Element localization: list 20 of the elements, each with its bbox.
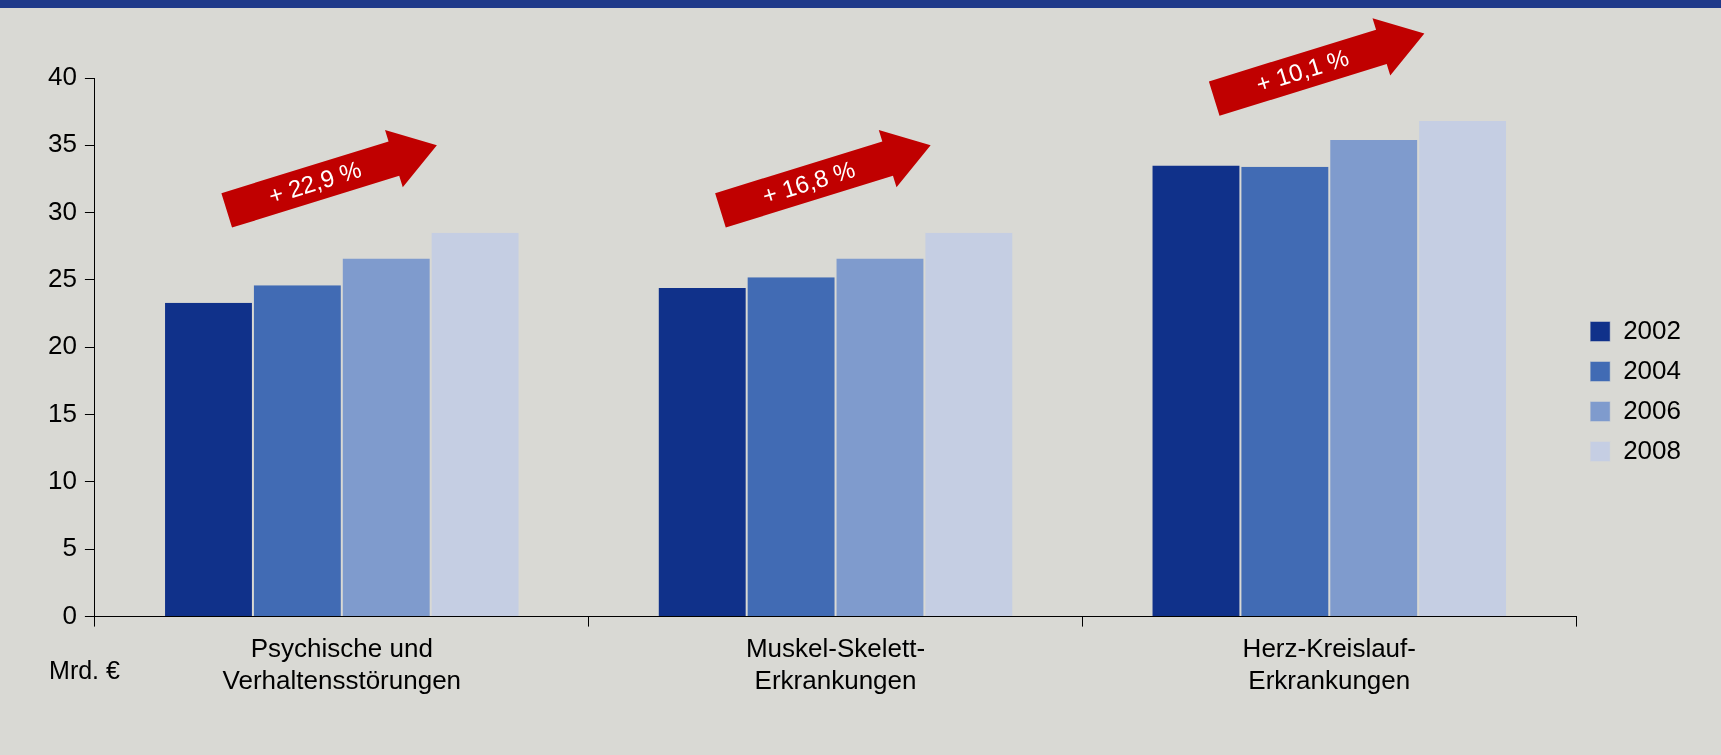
annotation: + 10,1 % <box>1252 43 1352 98</box>
annotation: + 22,9 % <box>265 155 365 210</box>
y-tick-label: 5 <box>62 532 77 563</box>
legend-label: 2008 <box>1623 434 1681 465</box>
x-tick-label: Herz-Kreislauf-Erkrankungen <box>1242 633 1416 695</box>
y-tick-label: 20 <box>48 330 77 361</box>
legend-label: 2006 <box>1623 394 1681 425</box>
x-tick-label: Muskel-Skelett-Erkrankungen <box>745 633 926 695</box>
legend-label: 2002 <box>1623 314 1681 345</box>
y-tick-label: 30 <box>48 195 77 226</box>
y-tick-label: 10 <box>48 465 77 496</box>
y-axis-title: Mrd. € <box>49 656 121 685</box>
y-tick-label: 40 <box>48 61 77 92</box>
y-tick-label: 35 <box>48 128 77 159</box>
legend-label: 2004 <box>1623 354 1681 385</box>
annotation: + 16,8 % <box>759 155 859 210</box>
y-tick-label: 15 <box>48 397 77 428</box>
y-tick-label: 25 <box>48 263 77 294</box>
y-tick-label: 0 <box>62 599 77 630</box>
x-tick-label: Psychische und Verhaltensstörungen <box>222 633 462 695</box>
